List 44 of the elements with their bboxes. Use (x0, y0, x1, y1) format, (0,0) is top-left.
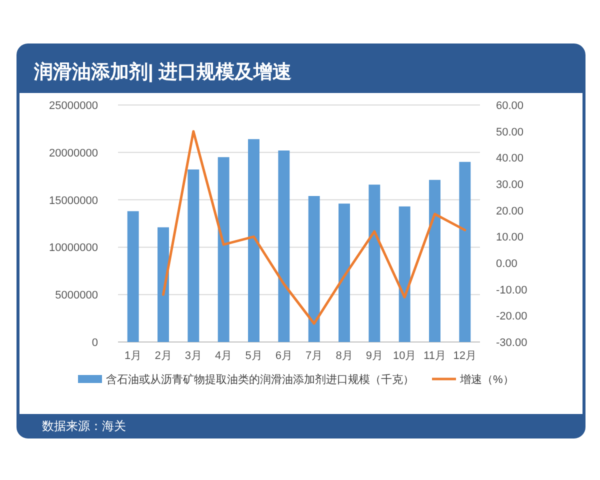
y-tick-label: 0 (92, 337, 98, 349)
x-tick-label: 8月 (336, 350, 353, 362)
bar (459, 162, 471, 342)
x-tick-label: 5月 (245, 350, 262, 362)
y2-tick-label: 20.00 (496, 205, 524, 218)
legend-label: 增速（%） (459, 373, 514, 386)
x-tick-label: 6月 (275, 350, 292, 362)
bar (278, 150, 290, 342)
bar (338, 204, 350, 342)
x-tick-label: 3月 (184, 350, 202, 362)
bar (127, 211, 139, 342)
x-tick-label: 10月 (392, 350, 416, 362)
bar (368, 184, 380, 342)
bar (308, 196, 320, 342)
bar (429, 180, 440, 342)
bar (218, 157, 230, 342)
y-tick-label: 10000000 (49, 242, 98, 254)
y2-tick-label: -30.00 (496, 337, 528, 349)
chart-title: 润滑油添加剂| 进口规模及增速 (33, 61, 292, 83)
x-tick-label: 4月 (215, 350, 232, 362)
y2-tick-label: 0.00 (496, 258, 518, 270)
x-tick-label: 11月 (424, 350, 446, 362)
y-tick-label: 5000000 (55, 290, 98, 302)
y-tick-label: 25000000 (49, 100, 98, 112)
x-tick-label: 7月 (306, 350, 323, 362)
x-tick-label: 12月 (453, 350, 477, 362)
y-tick-label: 20000000 (49, 147, 98, 160)
x-tick-label: 9月 (366, 350, 383, 362)
bar (398, 206, 410, 342)
y2-tick-label: 60.00 (496, 100, 524, 112)
y2-tick-label: 40.00 (496, 152, 524, 165)
x-tick-label: 1月 (124, 350, 142, 362)
y-tick-label: 15000000 (49, 194, 98, 207)
y2-tick-label: 30.00 (496, 179, 524, 191)
y2-tick-label: 10.00 (496, 232, 524, 244)
y2-tick-label: -10.00 (496, 284, 528, 296)
x-tick-label: 2月 (154, 350, 172, 362)
bar (188, 169, 200, 342)
source-note: 数据来源：海关 (42, 419, 126, 433)
y2-tick-label: -20.00 (496, 310, 528, 323)
legend-label: 含石油或从沥青矿物提取油类的润滑油添加剂进口规模（千克） (106, 373, 414, 386)
bar (158, 227, 169, 342)
y2-tick-label: 50.00 (496, 126, 524, 138)
bar (248, 139, 260, 342)
